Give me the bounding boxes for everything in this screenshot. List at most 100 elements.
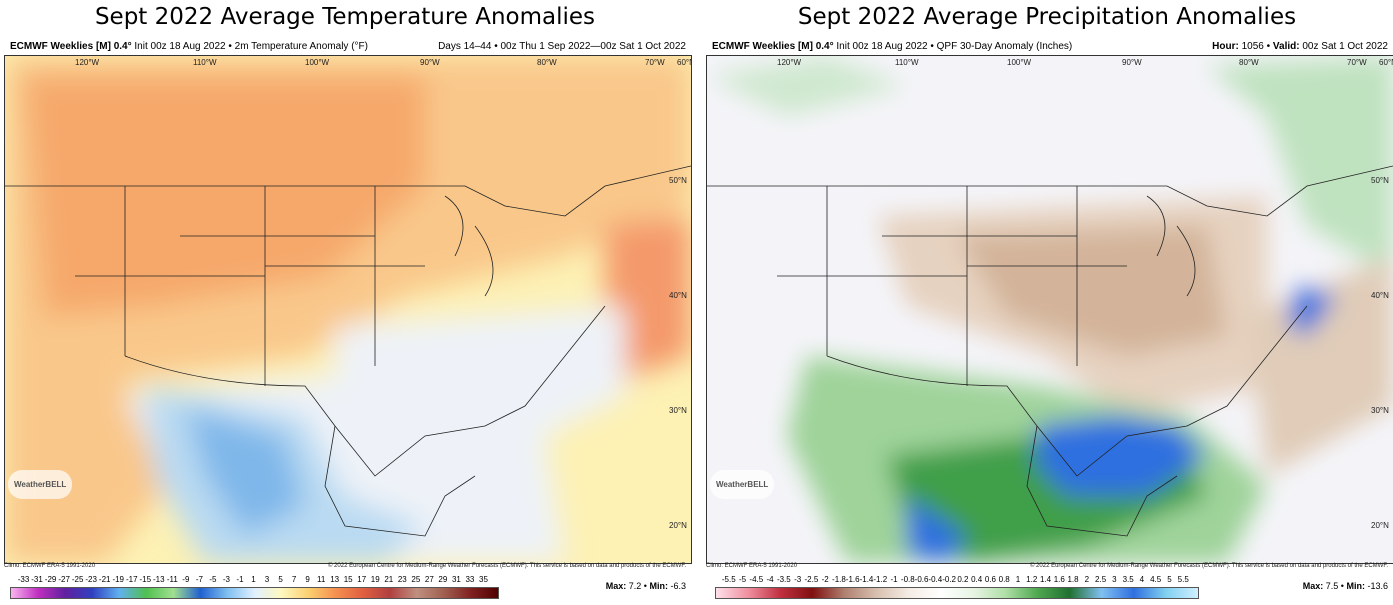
colorbar-label: 1.4: [1039, 575, 1052, 584]
lon-label: 110°W: [193, 58, 217, 67]
panel: Sept 2022 Average Precipitation Anomalie…: [702, 0, 1393, 605]
colorbar-label: 11: [316, 575, 326, 584]
colorbar-label: -4: [766, 575, 774, 584]
colorbar-label: -15: [139, 575, 152, 584]
colorbar-label: 4.5: [1150, 575, 1162, 584]
max: 7.5 •: [1325, 581, 1344, 591]
colorbar-label: -0.6: [914, 575, 929, 584]
colorbar-label: 3: [264, 575, 270, 584]
stats: Max: 7.5 • Min: -13.6: [1303, 581, 1388, 591]
colorbar-label: -1.6: [845, 575, 860, 584]
valid: Hour: 1056 • Valid: 00z Sat 1 Oct 2022: [1212, 41, 1388, 52]
valid-time: 00z Sat 1 Oct 2022: [1302, 41, 1388, 52]
colorbar-label: 1: [251, 575, 256, 584]
colorbar-label: 15: [343, 575, 353, 584]
logo: WeatherBELL: [710, 470, 775, 499]
colorbar-label: 1: [1015, 575, 1021, 584]
lon-label: 80°W: [537, 58, 557, 67]
colorbar-label: 13: [330, 575, 340, 584]
colorbar-label: -2: [821, 575, 829, 584]
colorbar-label: -3.5: [776, 575, 791, 584]
lat-label: 50°N: [669, 176, 687, 185]
info: Init 00z 18 Aug 2022 • 2m Temperature An…: [134, 41, 368, 52]
map-field: [707, 56, 1393, 563]
lon-label: 120°W: [777, 58, 802, 67]
max: 7.2 •: [628, 581, 647, 591]
colorbar-label: -19: [112, 575, 124, 584]
colorbar-label: -5: [209, 575, 217, 584]
hour: 1056 •: [1241, 41, 1271, 52]
title: Sept 2022 Average Precipitation Anomalie…: [797, 4, 1297, 30]
lon-label: 100°W: [1007, 58, 1032, 67]
colorbar-label: -25: [71, 575, 84, 584]
colorbar-label: 31: [451, 575, 461, 584]
colorbar-label: -33: [17, 575, 30, 584]
colorbar-label: -31: [31, 575, 43, 584]
lat-label: 30°N: [669, 406, 687, 415]
map: 120°W 110°W 100°W 90°W 80°W 70°W 60°N 50°N 40°N 3…: [4, 55, 692, 564]
colorbar-label: 17: [357, 575, 367, 584]
hour-label: Hour:: [1212, 41, 1239, 52]
colorbar-label: 33: [465, 575, 475, 584]
copyright: © 2022 European Centre for Medium-Range …: [1029, 563, 1388, 569]
colorbar-label: -7: [195, 575, 203, 584]
colorbar-label: 27: [424, 575, 434, 584]
lon-label: 60°N: [1379, 58, 1393, 67]
climo: Climo: ECMWF ERA-5 1991-2020: [706, 563, 798, 569]
lat-label: 40°N: [669, 291, 687, 300]
colorbar-label: 0.4: [971, 575, 983, 584]
colorbar-label: 29: [438, 575, 448, 584]
colorbar-label: -0.2: [942, 575, 957, 584]
colorbar-label: 7: [291, 575, 297, 584]
colorbar-label: -0.4: [928, 575, 943, 584]
colorbar-label: 5: [1167, 575, 1172, 584]
colorbar-label: -1: [236, 575, 244, 584]
colorbar-label: -21: [98, 575, 111, 584]
lon-label: 90°W: [1122, 58, 1142, 67]
min-label: Min:: [649, 581, 668, 591]
colorbar-label: 1.8: [1067, 575, 1079, 584]
valid-label: Valid:: [1272, 41, 1300, 52]
lat-label: 30°N: [1371, 406, 1389, 415]
colorbar-label: -1: [890, 575, 898, 584]
colorbar-label: 0.2: [957, 575, 969, 584]
model: ECMWF Weeklies [M] 0.4°: [10, 41, 132, 52]
map: 120°W 110°W 100°W 90°W 80°W 70°W 60°N 50°N 40°N 3…: [706, 55, 1393, 564]
lat-label: 20°N: [1371, 521, 1389, 530]
colorbar-label: 9: [305, 575, 310, 584]
valid: Days 14–44 • 00z Thu 1 Sep 2022—00z Sat …: [438, 41, 686, 52]
colorbar-label: -3: [222, 575, 230, 584]
info: Init 00z 18 Aug 2022 • QPF 30-Day Anomal…: [836, 41, 1073, 52]
colorbar-label: -0.8: [900, 575, 915, 584]
min-label: Min:: [1346, 581, 1365, 591]
panel: Sept 2022 Average Temperature Anomalies …: [0, 0, 692, 605]
colorbar-label: -1.8: [832, 575, 846, 584]
colorbar-label: 0.6: [984, 575, 996, 584]
colorbar-label: -5: [738, 575, 747, 584]
colorbar-label: 1.6: [1053, 575, 1065, 584]
min: -13.6: [1367, 581, 1388, 591]
lat-label: 20°N: [669, 521, 687, 530]
colorbar-label: -1.4: [859, 575, 874, 584]
colorbar-label: -23: [85, 575, 97, 584]
climo: Climo: ECMWF ERA-5 1991-2020: [4, 563, 96, 569]
colorbar-label: 21: [384, 575, 394, 584]
colorbar-label: 2: [1084, 575, 1090, 584]
colorbar-label: 0.8: [998, 575, 1010, 584]
colorbar-label: -3: [794, 575, 802, 584]
colorbar-label: 1.2: [1026, 575, 1038, 584]
lon-label: 90°W: [420, 58, 440, 67]
colorbar-label: -29: [44, 575, 57, 584]
max-label: Max:: [605, 581, 627, 591]
colorbar-label: -4.5: [749, 575, 764, 584]
min: -6.3: [670, 581, 686, 591]
colorbar-label: -9: [182, 575, 190, 584]
max-label: Max:: [1302, 581, 1324, 591]
map-field: [5, 56, 691, 563]
copyright: © 2022 European Centre for Medium-Range …: [327, 563, 686, 569]
colorbar-label: -5.5: [721, 575, 736, 584]
colorbar-label: 5.5: [1177, 575, 1189, 584]
colorbar-label: 5: [278, 575, 283, 584]
colorbar-label: -2.5: [804, 575, 819, 584]
